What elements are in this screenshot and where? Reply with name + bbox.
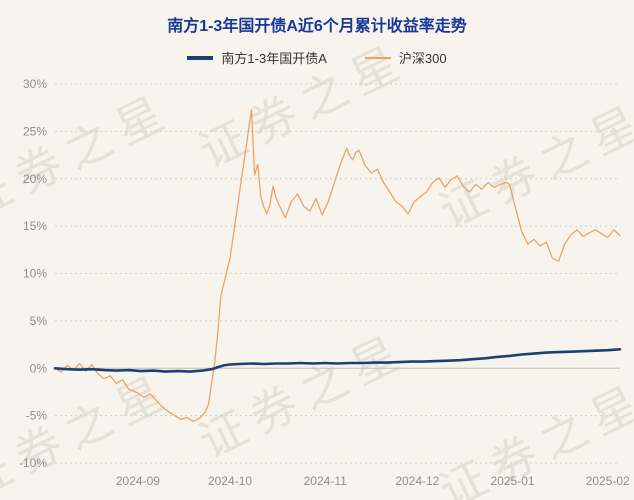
x-axis-tick-label: 2024-11: [304, 474, 347, 488]
series-line-fund: [53, 347, 622, 373]
index-line-swatch: [364, 56, 391, 59]
y-axis-tick-label: 15%: [23, 219, 47, 233]
series-line-index: [54, 108, 621, 422]
legend-label-index: 沪深300: [398, 51, 447, 66]
y-axis-tick-label: 20%: [23, 172, 47, 186]
legend-label-fund: 南方1-3年国开债A: [221, 51, 327, 66]
x-axis-tick-label: 2024-10: [208, 474, 252, 488]
legend-item-index: 沪深300: [364, 48, 447, 67]
y-axis-tick-label: 5%: [30, 314, 48, 328]
x-axis-tick-label: 2025-01: [491, 474, 535, 488]
fund-line-swatch: [187, 55, 214, 60]
x-axis-tick-label: 2024-09: [116, 474, 160, 488]
legend-item-fund: 南方1-3年国开债A: [187, 48, 327, 67]
y-axis-tick-label: 25%: [23, 124, 47, 138]
y-axis-tick-label: -5%: [26, 409, 48, 423]
y-axis-tick-label: 30%: [23, 77, 47, 91]
x-axis-tick-label: 2024-12: [395, 474, 439, 488]
chart-legend: 南方1-3年国开债A 沪深300: [0, 48, 634, 67]
y-axis-tick-label: 10%: [23, 267, 47, 281]
x-axis-tick-label: 2025-02: [586, 474, 630, 488]
y-axis-tick-label: 0%: [30, 361, 48, 375]
chart-title: 南方1-3年国开债A近6个月累计收益率走势: [167, 18, 467, 35]
y-axis-tick-label: -10%: [19, 456, 47, 470]
